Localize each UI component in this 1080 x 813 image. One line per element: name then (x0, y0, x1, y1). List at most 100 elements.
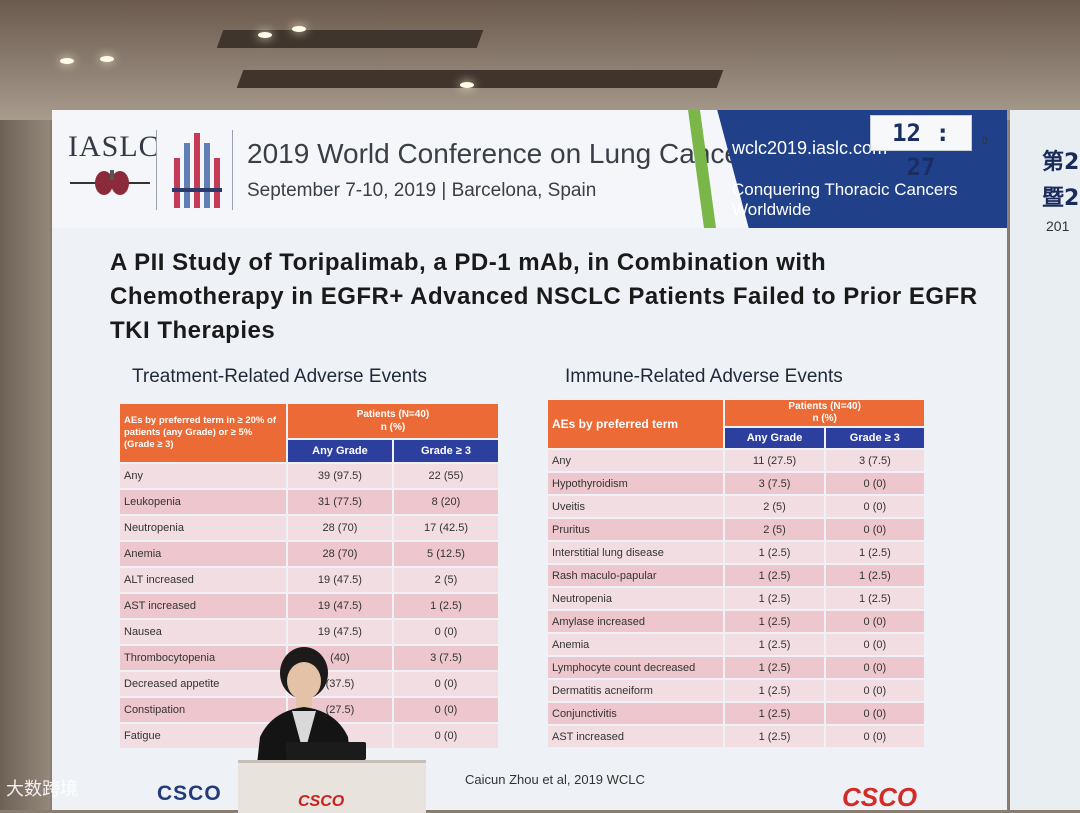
table-row: Conjunctivitis 1 (2.5) 0 (0) (548, 703, 924, 724)
table-row: Any 11 (27.5) 3 (7.5) (548, 450, 924, 471)
ae-term-cell: Nausea (120, 620, 286, 644)
ceiling-light (258, 32, 272, 38)
any-grade-cell: 19 (47.5) (287, 594, 392, 618)
ceiling-beam (236, 70, 724, 88)
sagrada-familia-icon (172, 133, 222, 208)
ae-term-cell: Pruritus (548, 519, 724, 540)
immune-patients-label: Patients (N=40) (788, 401, 861, 412)
citation: Caicun Zhou et al, 2019 WCLC (465, 772, 645, 787)
wall-left (0, 120, 50, 810)
conference-tagline: Conquering Thoracic Cancers Worldwide (732, 180, 958, 219)
grade3-cell: 1 (2.5) (825, 542, 924, 563)
ceiling-light (100, 56, 114, 62)
ae-term-cell: Constipation (120, 698, 286, 722)
table-row: ALT increased 19 (47.5) 2 (5) (120, 568, 498, 592)
ceiling-light (460, 82, 474, 88)
immune-ae-table: AEs by preferred term Patients (N=40) n … (546, 398, 926, 749)
grade3-cell: 5 (12.5) (393, 542, 498, 566)
ae-term-cell: Lymphocyte count decreased (548, 657, 724, 678)
clock-display: 12 : 27 (870, 115, 972, 181)
grade3-cell: 3 (7.5) (825, 450, 924, 471)
table-row: Nausea 19 (47.5) 0 (0) (120, 620, 498, 644)
clock-subscript: 0 (982, 136, 988, 147)
treatment-table-heading: Treatment-Related Adverse Events (132, 366, 427, 387)
ae-term-cell: Uveitis (548, 496, 724, 517)
any-grade-cell: 2 (5) (725, 519, 824, 540)
table-row: Pruritus 2 (5) 0 (0) (548, 519, 924, 540)
header-divider (156, 130, 157, 210)
ae-term-cell: Any (120, 464, 286, 488)
ae-term-cell: Fatigue (120, 724, 286, 748)
treatment-ae-table: AEs by preferred term in ≥ 20% of patien… (118, 402, 500, 750)
any-grade-cell: 1 (2.5) (725, 657, 824, 678)
ae-term-cell: Neutropenia (548, 588, 724, 609)
conference-date: September 7-10, 2019 | Barcelona, Spain (247, 180, 597, 201)
grade3-cell: 0 (0) (825, 703, 924, 724)
ae-term-cell: ALT increased (120, 568, 286, 592)
grade3-cell: 1 (2.5) (825, 588, 924, 609)
lung-logo-icon (70, 170, 150, 195)
grade3-cell: 22 (55) (393, 464, 498, 488)
treatment-unit-label: n (%) (380, 422, 406, 433)
treatment-patients-header: Patients (N=40) n (%) (287, 404, 498, 438)
ae-term-cell: Decreased appetite (120, 672, 286, 696)
ae-term-cell: Interstitial lung disease (548, 542, 724, 563)
immune-grade3-header: Grade ≥ 3 (825, 428, 924, 448)
immune-patients-header: Patients (N=40) n (%) (725, 400, 924, 426)
study-title: A PII Study of Toripalimab, a PD-1 mAb, … (110, 249, 978, 344)
any-grade-cell: 11 (27.5) (725, 450, 824, 471)
ae-term-cell: Leukopenia (120, 490, 286, 514)
grade3-cell: 0 (0) (393, 620, 498, 644)
any-grade-cell: 2 (5) (725, 496, 824, 517)
side-screen-line2: 暨2 (1042, 186, 1080, 211)
ae-term-cell: Conjunctivitis (548, 703, 724, 724)
ceiling (0, 0, 1080, 120)
table-row: Anemia 28 (70) 5 (12.5) (120, 542, 498, 566)
grade3-cell: 0 (0) (825, 634, 924, 655)
table-row: Neutropenia 28 (70) 17 (42.5) (120, 516, 498, 540)
side-screen: 第2 暨2 201 (1030, 130, 1080, 250)
ae-term-cell: AST increased (548, 726, 724, 747)
table-row: Any 39 (97.5) 22 (55) (120, 464, 498, 488)
table-row: Dermatitis acneiform 1 (2.5) 0 (0) (548, 680, 924, 701)
any-grade-cell: 39 (97.5) (287, 464, 392, 488)
grade3-cell: 8 (20) (393, 490, 498, 514)
podium: CSCO (238, 760, 426, 813)
any-grade-cell: 19 (47.5) (287, 568, 392, 592)
table-row: Neutropenia 1 (2.5) 1 (2.5) (548, 588, 924, 609)
ceiling-beam (216, 30, 484, 48)
grade3-cell: 0 (0) (825, 611, 924, 632)
grade3-cell: 0 (0) (825, 473, 924, 494)
wall-right (1010, 110, 1080, 810)
grade3-cell: 1 (2.5) (825, 565, 924, 586)
slide-header: IASLC 2019 World Conference on Lung Canc… (52, 110, 1007, 228)
any-grade-cell: 28 (70) (287, 516, 392, 540)
table-row: Leukopenia 31 (77.5) 8 (20) (120, 490, 498, 514)
immune-col-label: AEs by preferred term (548, 400, 724, 448)
any-grade-cell: 1 (2.5) (725, 611, 824, 632)
ceiling-light (60, 58, 74, 64)
table-row: Hypothyroidism 3 (7.5) 0 (0) (548, 473, 924, 494)
grade3-cell: 2 (5) (393, 568, 498, 592)
table-row: AST increased 1 (2.5) 0 (0) (548, 726, 924, 747)
treatment-table-body: Any 39 (97.5) 22 (55) Leukopenia 31 (77.5) 8 … (120, 464, 498, 748)
podium-logo: CSCO (298, 793, 345, 810)
table-row: AST increased 19 (47.5) 1 (2.5) (120, 594, 498, 618)
any-grade-cell: 3 (7.5) (725, 473, 824, 494)
table-row: Interstitial lung disease 1 (2.5) 1 (2.5) (548, 542, 924, 563)
table-row: Decreased appetite (37.5) 0 (0) (120, 672, 498, 696)
any-grade-cell: 1 (2.5) (725, 703, 824, 724)
watermark: 大数跨境 (6, 779, 78, 799)
ae-term-cell: Thrombocytopenia (120, 646, 286, 670)
grade3-cell: 0 (0) (825, 680, 924, 701)
table-row: Anemia 1 (2.5) 0 (0) (548, 634, 924, 655)
iaslc-logo-text: IASLC (68, 130, 160, 163)
any-grade-cell: 1 (2.5) (725, 542, 824, 563)
table-row: Uveitis 2 (5) 0 (0) (548, 496, 924, 517)
ae-term-cell: Any (548, 450, 724, 471)
csco-logo-right: CSCO (842, 782, 918, 812)
ae-term-cell: Dermatitis acneiform (548, 680, 724, 701)
treatment-patients-label: Patients (N=40) (356, 409, 430, 420)
table-row: Thrombocytopenia (40) 3 (7.5) (120, 646, 498, 670)
csco-logo-left: CSCO (157, 782, 222, 805)
